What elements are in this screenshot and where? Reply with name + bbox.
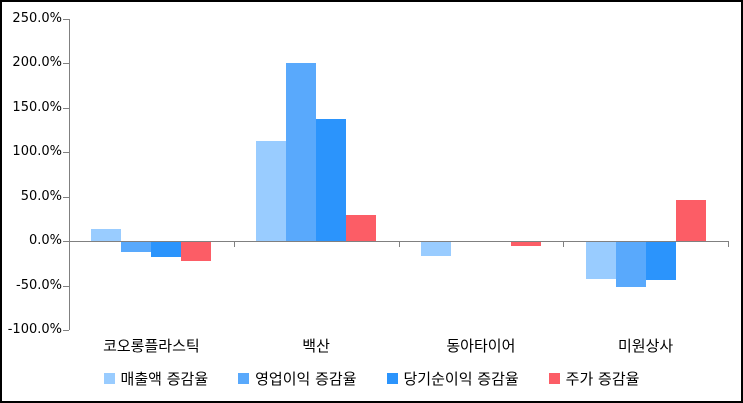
legend-swatch-icon	[386, 373, 398, 384]
x-tick	[728, 241, 729, 247]
y-tick	[63, 285, 69, 287]
bar-series2-cat2	[286, 63, 317, 242]
bar-series4-cat4	[675, 200, 706, 242]
y-tick	[63, 63, 69, 65]
y-tick-label: 0.0%	[28, 233, 62, 249]
y-tick-label: -50.0%	[16, 277, 62, 293]
y-tick-label: -100.0%	[7, 322, 62, 337]
category-label: 동아타이어	[446, 337, 516, 355]
y-tick	[63, 19, 69, 20]
bar-series4-cat2	[346, 215, 377, 242]
y-tick-label: 250.0%	[12, 11, 62, 26]
x-tick	[233, 241, 235, 247]
y-axis-line	[69, 19, 70, 330]
legend-item-series1: 매출액 증감율	[103, 368, 209, 389]
bar-series1-cat4	[585, 241, 616, 280]
category-label: 미원상사	[617, 337, 674, 355]
y-tick	[63, 196, 69, 198]
bar-series1-cat2	[256, 140, 287, 242]
bar-series4-cat1	[181, 241, 212, 262]
legend-swatch-icon	[548, 373, 560, 384]
category-label: 백산	[302, 337, 330, 355]
bar-series3-cat1	[151, 241, 182, 258]
legend-label: 영업이익 증감율	[255, 370, 357, 388]
y-tick-label: 100.0%	[12, 144, 62, 160]
y-tick-label: 200.0%	[12, 55, 62, 71]
legend-label: 매출액 증감율	[120, 370, 209, 388]
y-tick-label: 50.0%	[20, 188, 62, 204]
x-tick	[398, 241, 400, 247]
bar-series4-cat3	[510, 241, 541, 247]
legend-swatch-icon	[103, 373, 115, 384]
bar-series1-cat3	[420, 241, 451, 257]
category-label: 코오롱플라스틱	[103, 337, 200, 355]
legend: 매출액 증감율 영업이익 증감율 당기순이익 증감율 주가 증감율	[2, 368, 741, 389]
bar-series3-cat2	[316, 118, 347, 242]
bar-series3-cat4	[645, 241, 676, 281]
x-tick	[563, 241, 565, 247]
legend-item-series4: 주가 증감율	[548, 368, 640, 389]
legend-item-series2: 영업이익 증감율	[238, 368, 357, 389]
bar-series2-cat4	[615, 241, 646, 288]
legend-label: 주가 증감율	[565, 370, 640, 388]
y-tick-label: 150.0%	[12, 99, 62, 115]
bar-series1-cat1	[91, 228, 122, 242]
y-tick	[63, 241, 69, 243]
legend-item-series3: 당기순이익 증감율	[386, 368, 519, 389]
bar-series2-cat1	[121, 241, 152, 252]
y-tick	[63, 152, 69, 154]
legend-swatch-icon	[238, 373, 250, 384]
legend-label: 당기순이익 증감율	[403, 370, 519, 388]
y-tick	[63, 107, 69, 109]
y-tick	[63, 330, 69, 331]
